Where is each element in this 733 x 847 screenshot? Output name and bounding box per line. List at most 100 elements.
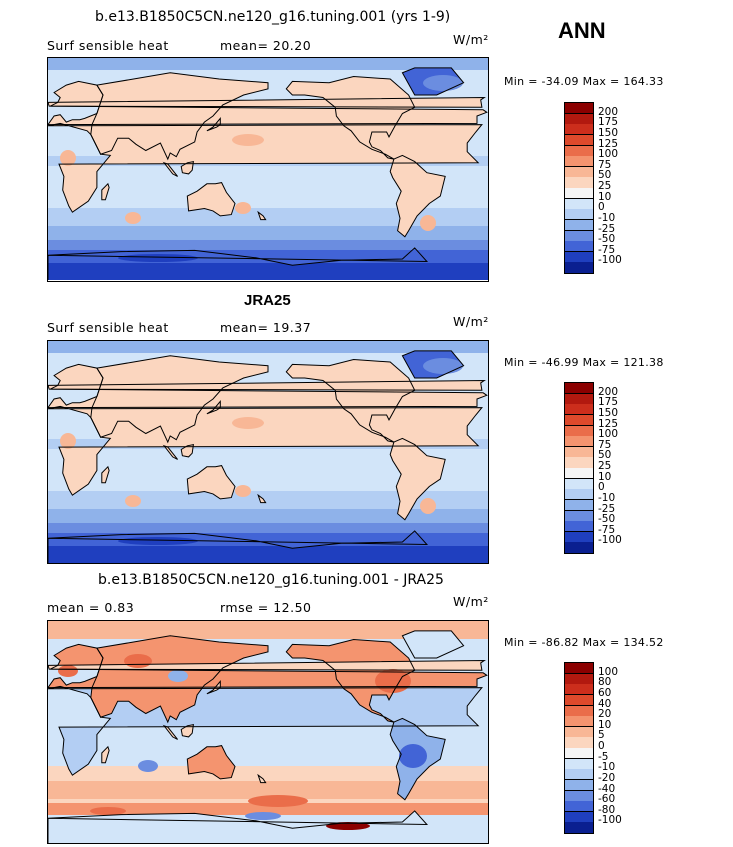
panel-2-units: W/m²	[453, 314, 489, 329]
contour-band	[48, 509, 488, 523]
land-region	[164, 725, 178, 740]
colorbar-box	[565, 716, 593, 728]
colorbar-tick-label: 10	[598, 470, 612, 483]
panel-2-colorbar	[564, 382, 594, 554]
world-map-svg	[48, 58, 488, 280]
colorbar-box	[565, 219, 593, 231]
contour-region	[235, 485, 251, 497]
colorbar-box	[565, 705, 593, 717]
colorbar-tick-label: -75	[598, 243, 616, 256]
coastline	[90, 72, 269, 161]
coastline	[48, 80, 488, 126]
land-region	[164, 162, 178, 177]
colorbar-box	[565, 758, 593, 770]
colorbar-tick-label: 75	[598, 158, 612, 171]
coastline	[389, 437, 446, 521]
colorbar-box	[565, 779, 593, 791]
world-map-svg	[48, 341, 488, 563]
colorbar-box	[565, 262, 593, 274]
coastline	[90, 635, 269, 724]
land-region	[286, 76, 415, 160]
coastline	[206, 400, 221, 415]
coastline	[101, 182, 110, 201]
colorbar-box	[565, 414, 593, 426]
panel-2-minmax: Min = -46.99 Max = 121.38	[504, 356, 664, 369]
coastline	[257, 493, 267, 504]
contour-region	[420, 215, 436, 231]
colorbar-box	[565, 726, 593, 738]
colorbar-box	[565, 166, 593, 178]
contour-region	[118, 254, 198, 262]
colorbar-box	[565, 769, 593, 781]
colorbar-tick-label: -20	[598, 771, 616, 784]
contour-band	[48, 781, 488, 799]
coastline	[90, 355, 269, 444]
colorbar-tick-label: -5	[598, 750, 609, 763]
colorbar-tick-label: -25	[598, 502, 616, 515]
colorbar-tick-label: -100	[598, 814, 622, 827]
land-region	[286, 359, 415, 443]
colorbar-box	[565, 737, 593, 749]
coastline	[48, 659, 486, 671]
colorbar-tick-label: -10	[598, 761, 616, 774]
contour-region	[90, 807, 126, 815]
colorbar-box	[565, 811, 593, 823]
contour-region	[118, 537, 198, 545]
colorbar-box	[565, 188, 593, 200]
contour-region	[399, 744, 427, 768]
coastline	[401, 67, 465, 96]
colorbar-box	[565, 230, 593, 242]
coastline	[180, 443, 194, 458]
colorbar-tick-label: 175	[598, 396, 619, 409]
land-region	[390, 155, 446, 237]
colorbar-box	[565, 145, 593, 157]
colorbar-tick-label: -100	[598, 534, 622, 547]
panel-1-title: b.e13.B1850C5CN.ne120_g16.tuning.001 (yr…	[95, 9, 451, 25]
colorbar-box	[565, 251, 593, 263]
contour-region	[60, 150, 76, 166]
panel-3-colorbar	[564, 662, 594, 834]
colorbar-tick-label: 50	[598, 169, 612, 182]
coastline	[285, 358, 416, 443]
coastline	[48, 247, 429, 280]
colorbar-tick-label: 150	[598, 406, 619, 419]
colorbar-tick-label: 40	[598, 697, 612, 710]
contour-region	[232, 417, 264, 429]
colorbar-box	[565, 510, 593, 522]
colorbar-tick-label: 5	[598, 729, 605, 742]
colorbar-tick-label: 125	[598, 417, 619, 430]
coastline	[186, 745, 236, 780]
colorbar-tick-label: 10	[598, 190, 612, 203]
colorbar-box	[565, 425, 593, 437]
land-region	[101, 183, 110, 200]
colorbar-box	[565, 748, 593, 760]
colorbar-tick-label: 50	[598, 449, 612, 462]
contour-band	[48, 341, 488, 353]
panel-3-minmax: Min = -86.82 Max = 134.52	[504, 636, 664, 649]
panel-1-variable: Surf sensible heat	[47, 38, 169, 53]
coastline	[186, 182, 236, 217]
land-region	[187, 465, 235, 499]
contour-band	[48, 58, 488, 70]
colorbar-tick-label: -10	[598, 491, 616, 504]
coastline	[206, 117, 221, 132]
land-region	[101, 746, 110, 763]
colorbar-box	[565, 241, 593, 253]
colorbar-box	[565, 457, 593, 469]
colorbar-tick-label: -25	[598, 222, 616, 235]
contour-band	[48, 546, 488, 563]
colorbar-tick-label: 75	[598, 438, 612, 451]
land-region	[48, 660, 485, 671]
colorbar-tick-label: -75	[598, 523, 616, 536]
land-region	[90, 72, 268, 160]
colorbar-box	[565, 468, 593, 480]
colorbar-tick-label: -50	[598, 513, 616, 526]
contour-region	[124, 654, 152, 668]
colorbar-tick-label: -10	[598, 211, 616, 224]
colorbar-tick-label: 60	[598, 686, 612, 699]
colorbar-tick-label: 25	[598, 180, 612, 192]
contour-region	[245, 812, 281, 820]
land-region	[390, 438, 446, 520]
colorbar-box	[565, 663, 593, 675]
colorbar-tick-label: -50	[598, 233, 616, 246]
